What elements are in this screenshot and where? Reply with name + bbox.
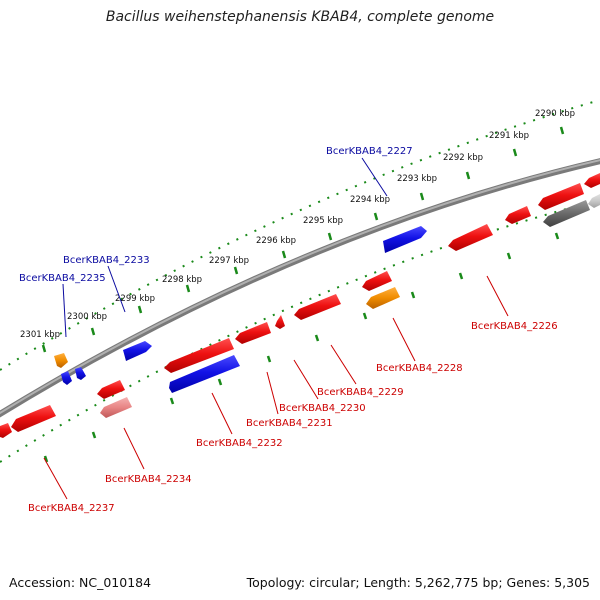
gene-bcerkbab4-2234[interactable] xyxy=(100,397,132,418)
leader-2233 xyxy=(107,265,126,313)
forward-leader-lines xyxy=(62,157,388,338)
kbp-label: 2291 kbp xyxy=(489,131,529,141)
gene-small-forward[interactable] xyxy=(75,367,86,380)
tick xyxy=(512,148,518,157)
kbp-label: 2296 kbp xyxy=(256,236,296,246)
kbp-label: 2301 kbp xyxy=(20,330,60,340)
kbp-label: 2300 kbp xyxy=(67,312,107,322)
tick xyxy=(362,312,368,320)
leader-2228 xyxy=(392,317,416,362)
kbp-label: 2294 kbp xyxy=(350,195,390,205)
gene-bcerkbab4-2232-red[interactable] xyxy=(164,338,234,373)
forward-gene-labels: BcerKBAB4_2227 BcerKBAB4_2233 BcerKBAB4_… xyxy=(19,146,413,284)
leader-2226 xyxy=(486,275,509,317)
tick xyxy=(410,291,416,299)
tick xyxy=(559,126,565,135)
gene-bcerkbab4-2232[interactable] xyxy=(169,355,240,393)
gene-rna-2228[interactable] xyxy=(366,287,400,309)
tick xyxy=(327,232,333,241)
gene-bcerkbab4-2230[interactable] xyxy=(275,315,285,329)
gene-bcerkbab4-2228[interactable] xyxy=(362,271,392,291)
tick xyxy=(281,250,287,259)
gene-label[interactable]: BcerKBAB4_2229 xyxy=(317,387,404,398)
gene-label[interactable]: BcerKBAB4_2237 xyxy=(28,503,115,514)
gene-bcerkbab4-2235[interactable] xyxy=(61,371,72,385)
leader-2234 xyxy=(123,427,145,470)
topology-text: Topology: circular; Length: 5,262,775 bp… xyxy=(246,575,590,590)
tick xyxy=(217,378,223,386)
tick xyxy=(90,327,96,336)
tick xyxy=(169,397,175,405)
tick xyxy=(314,334,320,342)
leader-2227 xyxy=(361,157,388,197)
outer-major-ticks xyxy=(41,126,565,353)
leader-2230 xyxy=(293,359,319,400)
gene-label[interactable]: BcerKBAB4_2228 xyxy=(376,363,463,374)
genome-title: Bacillus weihenstephanensis KBAB4, compl… xyxy=(105,9,495,25)
gene-label[interactable]: BcerKBAB4_2230 xyxy=(279,403,366,414)
gene-label[interactable]: BcerKBAB4_2235 xyxy=(19,273,106,284)
kbp-label: 2290 kbp xyxy=(535,109,575,119)
tick xyxy=(373,212,379,221)
genome-backbone xyxy=(0,158,600,418)
leader-2235 xyxy=(62,283,67,338)
kbp-label: 2295 kbp xyxy=(303,216,343,226)
kbp-label: 2297 kbp xyxy=(209,256,249,266)
leader-2229 xyxy=(330,344,357,385)
tick xyxy=(465,171,471,180)
gene-bcerkbab4-2231[interactable] xyxy=(235,322,271,344)
tick xyxy=(506,252,512,260)
tick xyxy=(43,455,49,463)
kbp-label: 2293 kbp xyxy=(397,174,437,184)
reverse-gene-labels: BcerKBAB4_2226 BcerKBAB4_2228 BcerKBAB4_… xyxy=(28,321,558,514)
gene-red-upper-right[interactable] xyxy=(538,183,584,210)
gene-bcerkbab4-2229[interactable] xyxy=(294,294,341,320)
gene-bcerkbab4-2234-red[interactable] xyxy=(97,380,125,399)
tick xyxy=(41,344,47,353)
kbp-label: 2292 kbp xyxy=(443,153,483,163)
tick xyxy=(185,284,191,293)
gene-red-left-edge[interactable] xyxy=(0,423,12,438)
reverse-genes xyxy=(0,173,600,438)
genome-backbone-highlight xyxy=(0,159,600,415)
gene-label[interactable]: BcerKBAB4_2234 xyxy=(105,474,192,485)
tick xyxy=(91,431,97,439)
forward-genes xyxy=(54,226,427,385)
gene-other-lightgray[interactable] xyxy=(588,194,600,208)
gene-red-edge[interactable] xyxy=(584,173,600,188)
gene-other-gray[interactable] xyxy=(543,200,590,227)
gene-label[interactable]: BcerKBAB4_2227 xyxy=(326,146,413,157)
tick xyxy=(266,355,272,363)
leader-2237 xyxy=(43,457,68,500)
tick xyxy=(419,192,425,201)
tick xyxy=(458,272,464,280)
leader-2232 xyxy=(211,392,233,435)
gene-label[interactable]: BcerKBAB4_2226 xyxy=(471,321,558,332)
gene-rna[interactable] xyxy=(54,353,68,368)
tick xyxy=(137,305,143,314)
kbp-label-group: 2290 kbp 2291 kbp 2292 kbp 2293 kbp 2294… xyxy=(20,109,575,340)
kbp-label: 2298 kbp xyxy=(162,275,202,285)
tick xyxy=(233,266,239,275)
gene-bcerkbab4-2237[interactable] xyxy=(11,405,56,432)
inner-major-ticks xyxy=(43,232,560,463)
gene-bcerkbab4-2233[interactable] xyxy=(123,341,152,361)
tick xyxy=(554,232,560,240)
accession-text: Accession: NC_010184 xyxy=(9,575,152,590)
reverse-leader-lines xyxy=(43,275,509,500)
kbp-label: 2299 kbp xyxy=(115,294,155,304)
gene-bcerkbab4-2227[interactable] xyxy=(383,226,427,253)
gene-label[interactable]: BcerKBAB4_2231 xyxy=(246,418,333,429)
gene-label[interactable]: BcerKBAB4_2232 xyxy=(196,438,283,449)
gene-bcerkbab4-2226[interactable] xyxy=(448,224,493,251)
gene-red-upper[interactable] xyxy=(505,206,531,224)
gene-label[interactable]: BcerKBAB4_2233 xyxy=(63,255,150,266)
leader-2231 xyxy=(266,371,279,415)
